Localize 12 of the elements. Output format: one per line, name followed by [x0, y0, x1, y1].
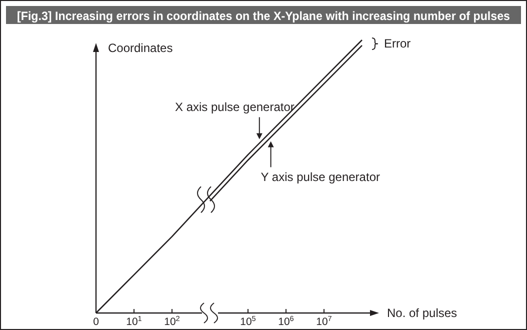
x-axis-title: No. of pulses [387, 306, 458, 320]
x-tick-label: 10$^{1}$ [126, 314, 142, 328]
legend-label: Y axis pulse generator [260, 170, 380, 184]
x-tick-label: 10$^{6}$ [278, 314, 294, 328]
x-tick-label: 10$^{2}$ [164, 314, 180, 328]
x-tick-label: 10$^{5}$ [240, 314, 256, 328]
chart-title: [Fig.3] Increasing errors in coordinates on the X-Yplane with increasing number of pulses [17, 9, 527, 23]
x-tick-label: 0 [93, 316, 100, 328]
y-axis-title: Coordinates [108, 41, 173, 55]
series-label: X axis pulse generator [174, 100, 294, 114]
x-tick-label: 10$^{7}$ [316, 314, 332, 328]
text: Error [384, 36, 411, 51]
